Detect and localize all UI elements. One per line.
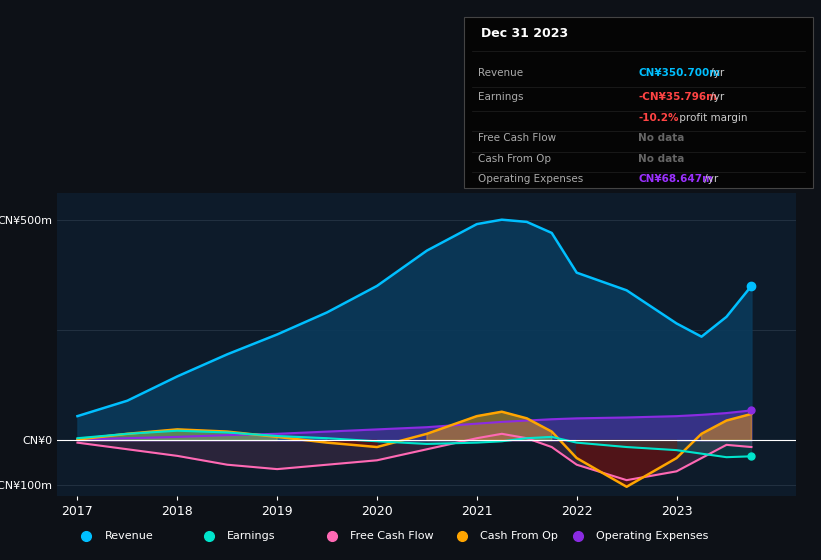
Text: Earnings: Earnings [478,92,523,102]
Text: CN¥350.700m: CN¥350.700m [639,68,721,78]
Text: Free Cash Flow: Free Cash Flow [478,133,556,143]
Text: Operating Expenses: Operating Expenses [596,531,708,541]
Text: Revenue: Revenue [104,531,154,541]
Text: -CN¥35.796m: -CN¥35.796m [639,92,718,102]
Text: -10.2%: -10.2% [639,113,679,123]
Text: profit margin: profit margin [676,113,747,123]
Text: /yr: /yr [708,68,725,78]
Text: Free Cash Flow: Free Cash Flow [350,531,433,541]
Text: No data: No data [639,153,685,164]
Text: Cash From Op: Cash From Op [478,153,551,164]
Text: CN¥68.647m: CN¥68.647m [639,174,713,184]
Text: Operating Expenses: Operating Expenses [478,174,583,184]
Text: Dec 31 2023: Dec 31 2023 [481,27,568,40]
Text: Cash From Op: Cash From Op [480,531,558,541]
Text: No data: No data [639,133,685,143]
Text: Earnings: Earnings [227,531,276,541]
Text: /yr: /yr [701,174,718,184]
Text: Revenue: Revenue [478,68,523,78]
Text: /yr: /yr [708,92,725,102]
